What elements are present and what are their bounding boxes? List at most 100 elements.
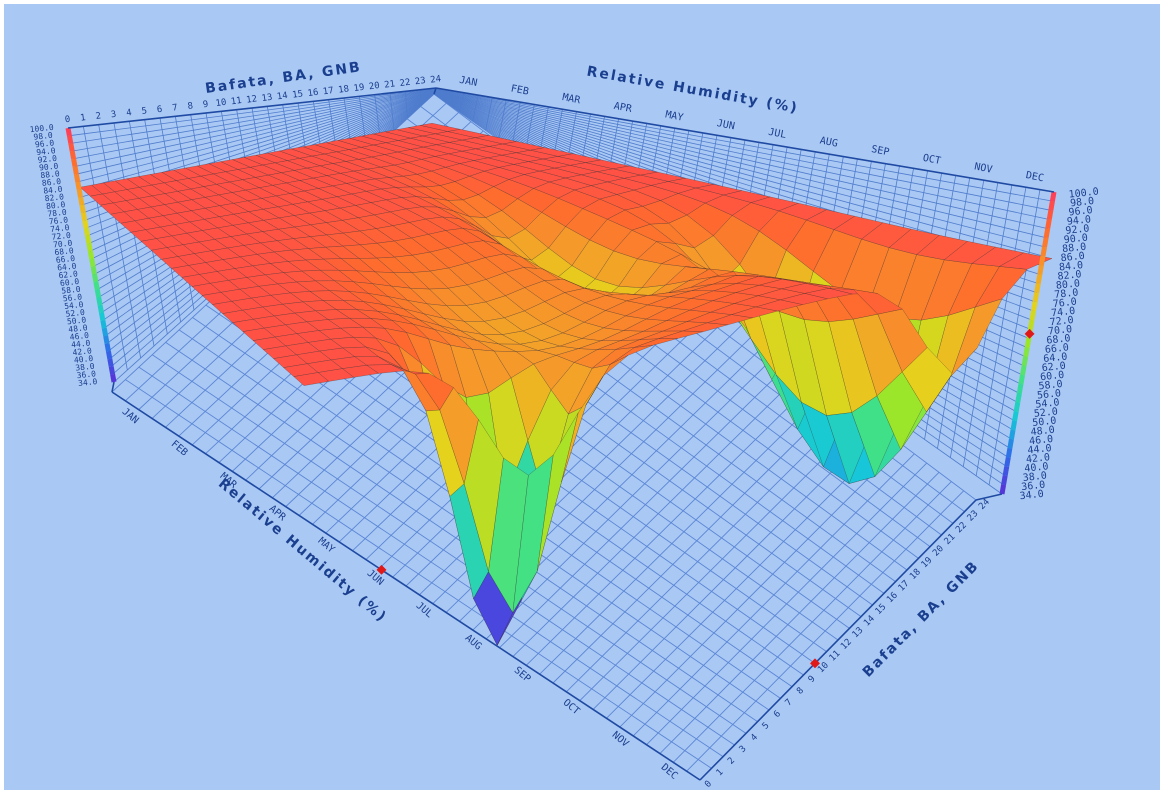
- top-month-tick-label: SEP: [870, 144, 890, 158]
- floor-hour-tick-label: 0: [703, 779, 714, 790]
- floor-gridline-month: [499, 361, 792, 649]
- legend-segment: [65, 127, 72, 137]
- top-hour-tick-label: 2: [95, 111, 102, 122]
- box-edge: [111, 381, 115, 393]
- left-z-tick-label: 56.0: [62, 292, 82, 303]
- box-edge: [111, 391, 701, 781]
- top-month-tick-label: MAY: [664, 109, 684, 123]
- left-z-tick-label: 50.0: [67, 315, 87, 326]
- back-wall-hline: [72, 88, 436, 152]
- top-hour-tick-label: 8: [187, 101, 194, 112]
- surface: [79, 122, 1053, 647]
- floor-gridline-month: [539, 388, 829, 675]
- floor-hour-tick-label: 6: [772, 709, 783, 720]
- floor-gridline-month: [566, 407, 854, 693]
- legend-segment: [68, 142, 75, 152]
- legend-segment: [1024, 338, 1032, 348]
- top-month-tick-label: FEB: [510, 83, 530, 97]
- legend-segment: [1005, 447, 1013, 458]
- floor-gridline-month: [646, 462, 928, 746]
- legend-segment: [103, 335, 110, 344]
- top-hour-tick-label: 16: [307, 88, 319, 99]
- back-wall-hline: [79, 89, 436, 190]
- right-z-tick-label: 72.0: [1049, 315, 1074, 328]
- right-z-tick-label: 94.0: [1066, 214, 1091, 227]
- top-hour-tick-label: 13: [261, 93, 273, 104]
- left-z-tick-label: 96.0: [34, 138, 54, 149]
- legend-segment: [100, 319, 107, 329]
- top-month-tick-label: APR: [613, 101, 634, 115]
- legend-segment: [79, 204, 86, 214]
- legend-segment: [105, 350, 113, 360]
- floor-gridline-month: [579, 416, 866, 701]
- left-z-tick-label: 42.0: [72, 346, 92, 357]
- left-z-tick-label: 60.0: [60, 277, 80, 288]
- month-cursor-marker: [376, 564, 387, 575]
- legend-segment: [1020, 365, 1027, 376]
- humidity-surface-chart: 0 1 2 3 4 5 6 7 8 9 10 11 12 13 14 15 16 17 18 19 20 21 22 23 24…: [29, 59, 1099, 790]
- floor-hour-tick-label: 16: [885, 591, 900, 606]
- legend-segment: [1021, 356, 1029, 367]
- right-z-tick-label: 40.0: [1024, 461, 1049, 474]
- right-z-tick-label: 46.0: [1029, 434, 1054, 447]
- floor-gridline-month: [552, 398, 841, 684]
- legend-segment: [1034, 283, 1041, 294]
- right-z-tick-label: 78.0: [1054, 287, 1079, 300]
- top-hour-tick-label: 24: [430, 74, 442, 85]
- legend-segment: [1001, 475, 1008, 486]
- left-z-tick-label: 46.0: [69, 331, 89, 342]
- right-z-tick-label: 64.0: [1043, 352, 1068, 365]
- top-hour-tick-label: 9: [202, 100, 209, 111]
- top-hour-tick-label: 6: [156, 105, 163, 116]
- floor-hour-tick-label: 21: [943, 532, 958, 547]
- right-wall-hline: [435, 88, 1044, 257]
- legend-segment: [1008, 429, 1016, 440]
- legend-segment: [75, 181, 82, 191]
- legend-segment: [82, 219, 89, 229]
- legend-segment: [1015, 392, 1022, 403]
- legend-segment: [1038, 255, 1046, 266]
- left-z-tick-label: 58.0: [61, 285, 81, 296]
- left-z-tick-label: 78.0: [47, 208, 67, 219]
- right-wall-hline: [435, 88, 1050, 220]
- surface-cell: [998, 252, 1053, 270]
- legend-segment: [85, 235, 92, 244]
- legend-segment: [72, 166, 79, 175]
- legend-segment: [1016, 383, 1024, 394]
- top-hour-tick-label: 0: [64, 115, 71, 126]
- right-wall-hline: [435, 87, 1053, 202]
- top-month-tick-label: OCT: [922, 153, 942, 167]
- left-z-tick-label: 82.0: [44, 192, 64, 203]
- legend-segment: [98, 312, 106, 321]
- legend-segment: [1035, 273, 1043, 284]
- left-z-tick-label: 66.0: [55, 254, 75, 265]
- right-z-tick-label: 42.0: [1025, 452, 1050, 465]
- floor-hour-tick-label: 7: [784, 697, 795, 708]
- right-wall-hline: [435, 88, 1047, 239]
- right-z-tick-label: 100.0: [1068, 186, 1099, 200]
- back-wall-hline: [76, 88, 436, 175]
- right-z-tick-label: 70.0: [1048, 324, 1073, 337]
- legend-segment: [1043, 228, 1051, 239]
- left-z-tick-label: 38.0: [75, 362, 95, 373]
- floor-hour-axis-title: Bafata, BA, GNB: [860, 558, 983, 681]
- floor-gridline-month: [659, 472, 940, 754]
- right-z-tick-label: 96.0: [1068, 205, 1093, 218]
- legend-segment: [71, 158, 78, 167]
- legend-segment: [1010, 420, 1018, 431]
- floor-gridline-month: [485, 352, 780, 640]
- back-wall-hline: [69, 87, 436, 137]
- right-z-tick-label: 38.0: [1022, 470, 1047, 483]
- chart-stage: 0 1 2 3 4 5 6 7 8 9 10 11 12 13 14 15 16 17 18 19 20 21 22 23 24…: [4, 4, 1160, 790]
- top-hour-tick-label: 22: [399, 78, 411, 89]
- legend-segment: [1027, 319, 1035, 330]
- right-z-tick-label: 82.0: [1057, 269, 1082, 282]
- left-z-tick-label: 34.0: [78, 377, 98, 388]
- right-wall-vline: [988, 189, 1041, 485]
- top-hour-tick-label: 21: [384, 79, 396, 90]
- floor-hour-tick-label: 17: [897, 579, 912, 594]
- floor-gridline-month: [672, 481, 952, 763]
- floor-hour-tick-label: 4: [749, 732, 760, 743]
- legend-segment: [1004, 456, 1011, 467]
- legend-segment: [1032, 292, 1040, 303]
